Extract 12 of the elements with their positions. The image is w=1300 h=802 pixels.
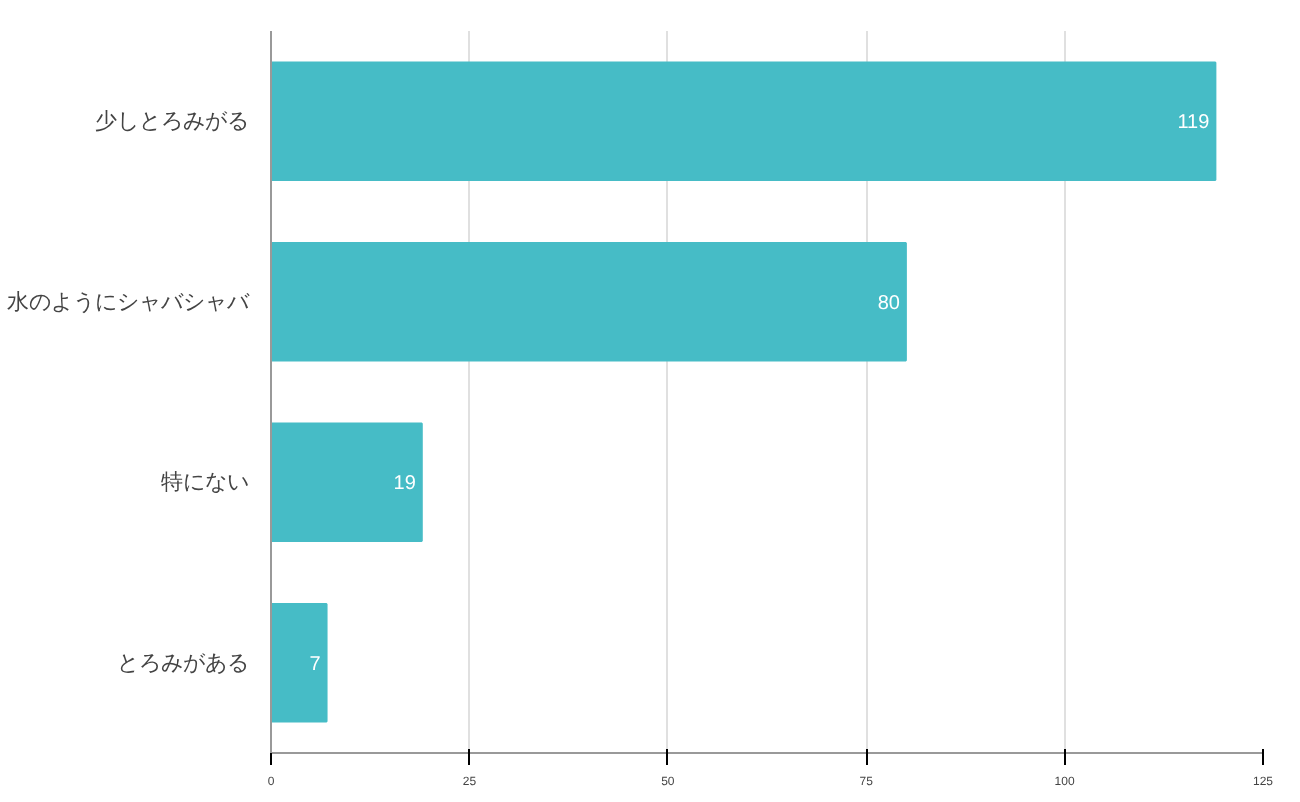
bar bbox=[271, 422, 423, 542]
data-label: 80 bbox=[877, 292, 901, 315]
y-tick-label: 少しとろみがる bbox=[95, 108, 249, 135]
data-label: 7 bbox=[309, 653, 322, 676]
bar bbox=[271, 242, 907, 362]
data-label: 19 bbox=[393, 473, 417, 496]
bar bbox=[271, 603, 328, 723]
y-tick-label: 特にない bbox=[161, 469, 249, 496]
data-label: 119 bbox=[1177, 112, 1211, 135]
y-tick-label: とろみがある bbox=[117, 649, 249, 676]
bar bbox=[271, 61, 1217, 181]
y-tick-label: 水のようにシャバシャバ bbox=[7, 288, 251, 315]
